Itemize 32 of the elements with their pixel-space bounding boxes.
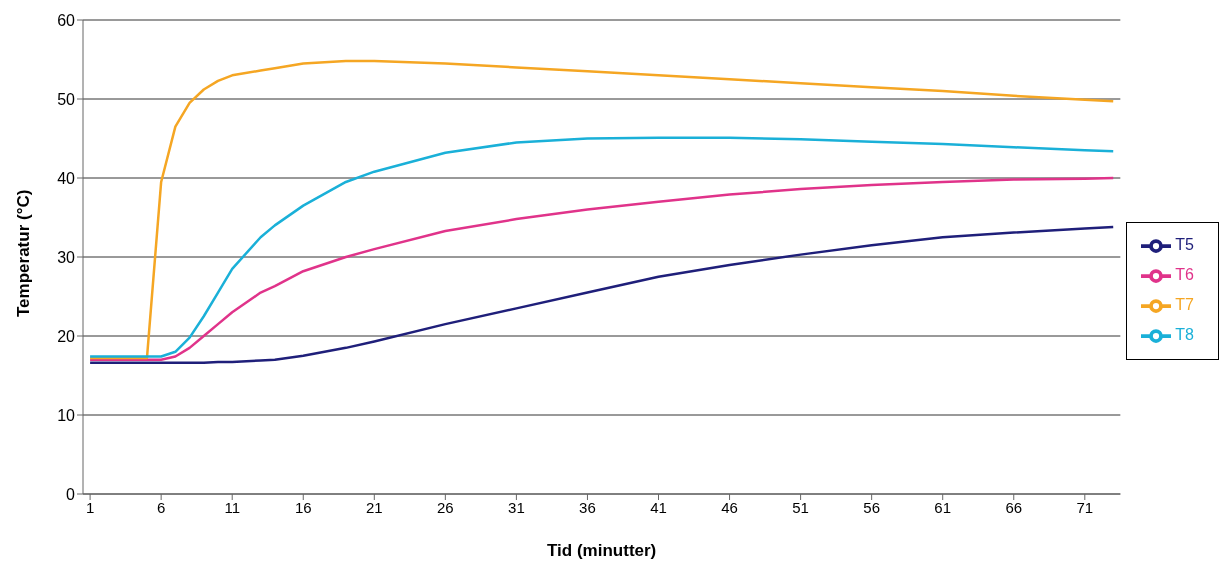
x-tick-label: 71 <box>1076 498 1094 516</box>
line-series <box>88 225 1115 365</box>
x-tick-label: 31 <box>508 498 525 516</box>
x-axis-title: Tid (minutter) <box>547 541 657 560</box>
x-tick-label: 36 <box>579 498 596 516</box>
x-tick-label: 1 <box>85 498 95 516</box>
x-tick-label: 56 <box>863 498 880 516</box>
x-tick-label: 51 <box>792 498 809 516</box>
y-axis-title: Temperatur (°C) <box>14 189 34 317</box>
line-series <box>88 59 1115 360</box>
line-series <box>88 176 1115 361</box>
legend-label: T8 <box>1175 326 1194 344</box>
y-tick-label: 50 <box>57 90 76 108</box>
x-tick-label: 11 <box>224 498 240 516</box>
y-tick-label: 20 <box>57 327 76 345</box>
y-tick-label: 10 <box>57 406 76 424</box>
y-tick-label: 60 <box>57 11 76 29</box>
legend-label: T5 <box>1175 236 1194 254</box>
x-tick-label: 6 <box>156 498 166 516</box>
x-tick-label: 26 <box>437 498 454 516</box>
legend-label: T7 <box>1175 296 1194 314</box>
x-tick-label: 61 <box>934 498 952 516</box>
y-tick-label: 40 <box>57 169 76 187</box>
x-tick-label: 66 <box>1005 498 1023 516</box>
y-tick-label: 0 <box>66 485 76 503</box>
legend-label: T6 <box>1175 266 1194 284</box>
line-series <box>88 136 1115 358</box>
x-tick-label: 16 <box>294 498 312 516</box>
x-tick-label: 41 <box>650 498 667 516</box>
x-tick-label: 21 <box>365 498 383 516</box>
y-tick-label: 30 <box>57 248 76 266</box>
x-tick-label: 46 <box>721 498 738 516</box>
